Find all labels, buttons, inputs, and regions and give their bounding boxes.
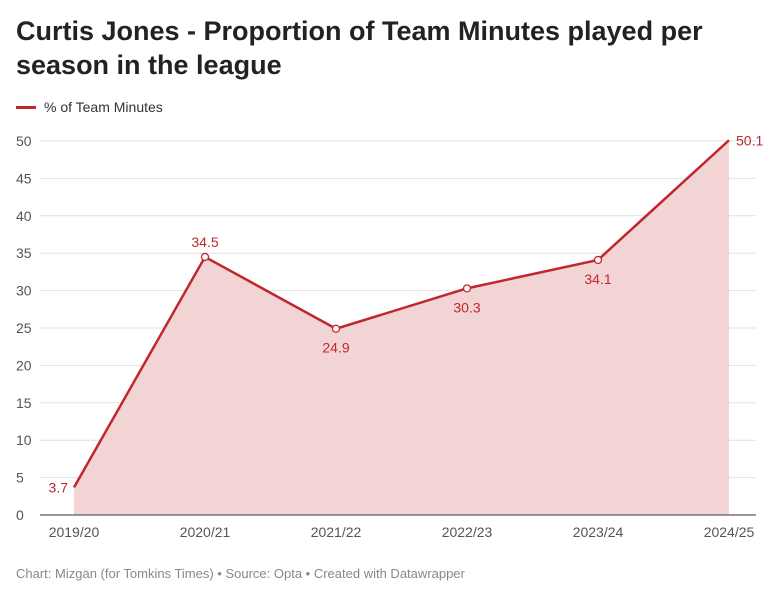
x-tick-label: 2019/20 <box>49 524 100 540</box>
y-tick-label: 20 <box>16 357 32 373</box>
chart-footer: Chart: Mizgan (for Tomkins Times) • Sour… <box>16 566 465 581</box>
data-point <box>200 252 210 262</box>
data-label: 24.9 <box>322 340 349 356</box>
x-tick-label: 2023/24 <box>573 524 624 540</box>
data-label: 34.1 <box>584 271 611 287</box>
chart-title: Curtis Jones - Proportion of Team Minute… <box>16 16 703 80</box>
data-point <box>331 324 341 333</box>
legend-label: % of Team Minutes <box>44 99 163 115</box>
x-tick-label: 2022/23 <box>442 524 493 540</box>
y-tick-label: 30 <box>16 283 32 299</box>
data-label: 34.5 <box>191 234 218 250</box>
legend: % of Team Minutes <box>16 97 163 117</box>
y-tick-label: 5 <box>16 470 24 486</box>
y-tick-label: 50 <box>16 133 32 149</box>
x-tick-label: 2020/21 <box>180 524 231 540</box>
series-line <box>72 139 730 488</box>
y-tick-label: 15 <box>16 395 32 411</box>
y-tick-label: 10 <box>16 432 32 448</box>
y-tick-label: 35 <box>16 245 32 261</box>
series-area <box>74 140 729 515</box>
y-tick-label: 0 <box>16 507 24 523</box>
data-point <box>593 255 603 265</box>
data-point <box>462 284 472 293</box>
y-tick-label: 25 <box>16 320 32 336</box>
y-tick-label: 45 <box>16 170 32 186</box>
data-label: 50.1 <box>736 132 763 148</box>
y-tick-label: 40 <box>16 208 32 224</box>
data-label: 30.3 <box>453 299 480 315</box>
data-label: 3.7 <box>49 479 69 495</box>
legend-swatch <box>16 105 36 109</box>
x-tick-label: 2024/25 <box>704 524 755 540</box>
x-tick-label: 2021/22 <box>311 524 362 540</box>
